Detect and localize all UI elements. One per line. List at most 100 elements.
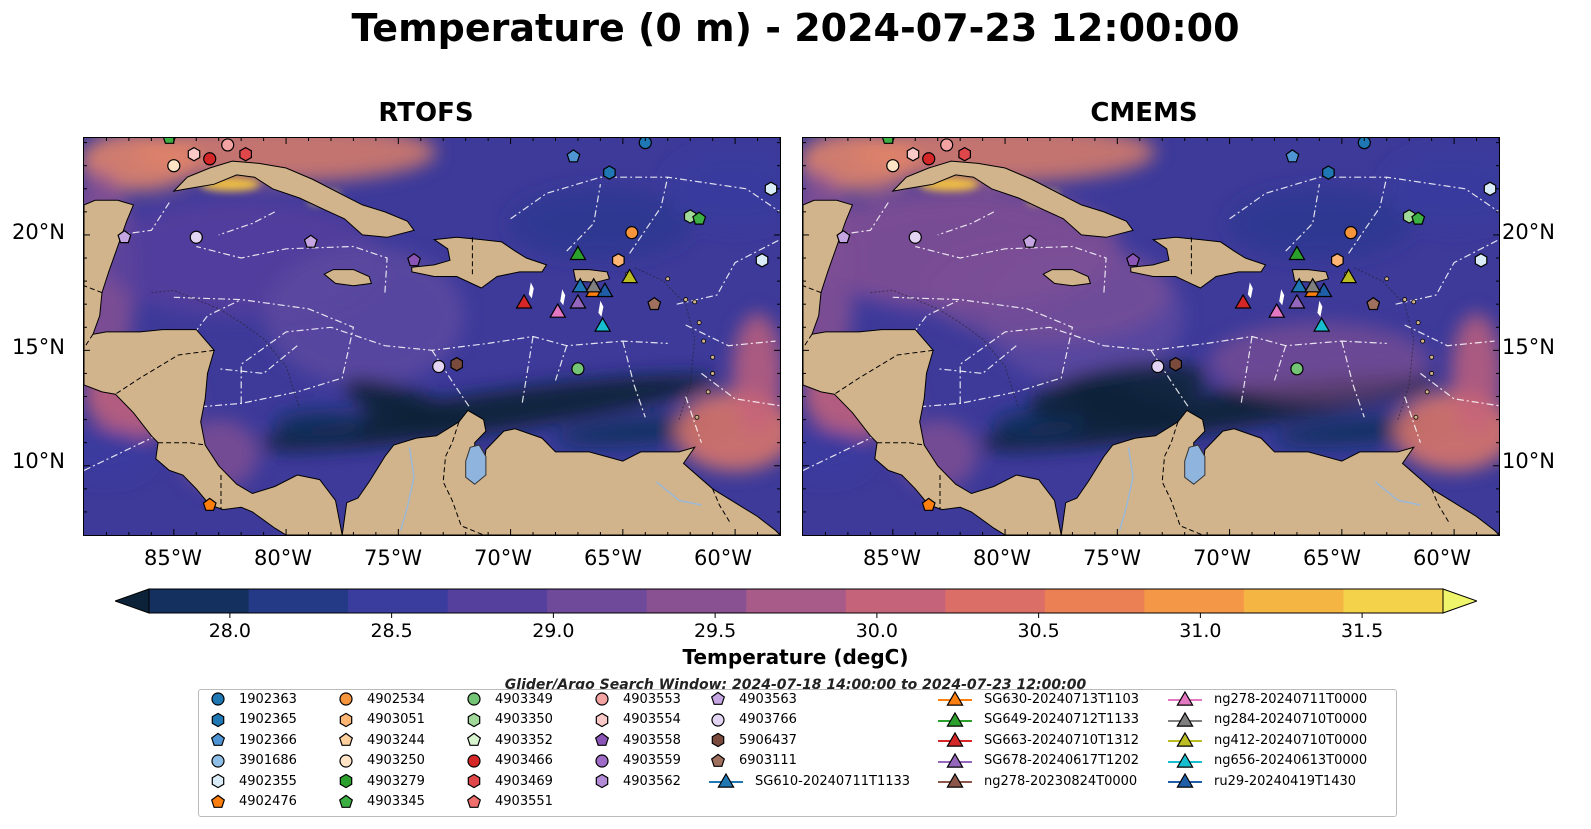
- lon-label-80w-left: 80°W: [254, 546, 312, 570]
- glider-marker: [1288, 245, 1306, 261]
- legend-marker-icon: [467, 712, 481, 728]
- boundary-line: [431, 349, 471, 409]
- argo-float-marker: [683, 209, 697, 224]
- legend-item: ng656-20240613T0000: [1166, 751, 1367, 772]
- boundary-line: [1404, 396, 1421, 443]
- legend-marker-icon: [466, 794, 482, 808]
- lat-label-20n-left: 20°N: [12, 220, 65, 244]
- lat-label-10n-left: 10°N: [12, 449, 65, 473]
- legend-item: 4902476: [207, 792, 297, 813]
- legend-label: 4903244: [367, 732, 425, 748]
- lon-label-65w-right: 65°W: [1303, 546, 1361, 570]
- legend-marker-icon: [1168, 691, 1202, 706]
- argo-float-marker: [638, 138, 652, 150]
- legend-marker-icon: [210, 732, 226, 747]
- glider-marker: [594, 316, 612, 332]
- legend-marker: [339, 773, 353, 789]
- legend-column: ng278-20240711T0000 ng284-20240710T0000 ng…: [1166, 689, 1367, 792]
- boundary-line: [521, 336, 534, 406]
- isobath-line: [1352, 266, 1415, 420]
- argo-float-marker: [1330, 253, 1344, 268]
- legend-label: 4903766: [739, 712, 797, 728]
- legend-item: 1902363: [207, 689, 297, 710]
- legend-label: 4902476: [239, 794, 297, 810]
- legend-marker: [946, 752, 964, 768]
- legend-marker-icon: [338, 732, 354, 747]
- glider-marker: [569, 293, 587, 309]
- legend-marker-icon: [595, 712, 609, 728]
- colorbar-segment: [646, 589, 747, 613]
- legend-label: 4903553: [623, 691, 681, 707]
- glider-track: [1317, 300, 1323, 317]
- legend-item: SG630-20240713T1103: [936, 689, 1139, 710]
- legend-marker: [595, 773, 609, 789]
- land-south-america: [341, 409, 780, 535]
- legend-marker: [339, 692, 353, 706]
- legend-marker-icon: [710, 691, 726, 706]
- legend-item: 1902365: [207, 710, 297, 731]
- island: [694, 414, 700, 420]
- glider-track: [1247, 282, 1253, 299]
- legend-item: 5906437: [707, 730, 910, 751]
- legend-marker: [946, 732, 964, 747]
- legend-item: 4903051: [335, 710, 425, 731]
- colorbar-segment: [1343, 589, 1444, 613]
- legend-item: 4903345: [335, 792, 425, 813]
- argo-float-marker: [611, 253, 625, 268]
- legend-column: 1902363 1902365 1902366 3901686 4902355 49024…: [207, 689, 297, 812]
- legend-item: 4903349: [463, 689, 553, 710]
- legend-item: 4903469: [463, 771, 553, 792]
- legend-marker-icon: [710, 753, 726, 767]
- colorbar-segment: [746, 589, 847, 613]
- legend-label: ru29-20240419T1430: [1214, 773, 1357, 789]
- legend-marker-icon: [467, 773, 481, 789]
- argo-float-marker: [1126, 252, 1141, 267]
- glider-marker: [1339, 268, 1358, 284]
- boundary-line: [218, 211, 276, 236]
- cmems-map: [802, 137, 1500, 536]
- legend-column: SG630-20240713T1103 SG649-20240712T1133 SG…: [936, 689, 1139, 792]
- legend-marker-icon: [210, 794, 226, 808]
- legend-label: SG630-20240713T1103: [984, 691, 1140, 707]
- argo-float-marker: [221, 138, 235, 152]
- argo-float-marker: [571, 362, 585, 376]
- boundary-line: [1240, 336, 1253, 406]
- legend-marker: [338, 732, 354, 747]
- border: [712, 488, 732, 524]
- border: [803, 333, 813, 349]
- border: [84, 285, 103, 294]
- argo-float-marker: [836, 229, 851, 244]
- legend-item: 1902366: [207, 730, 297, 751]
- legend-label: 4903051: [367, 712, 425, 728]
- island: [683, 297, 689, 302]
- legend-label: ng412-20240710T0000: [1214, 732, 1368, 748]
- glider-marker: [585, 277, 603, 293]
- argo-float-marker: [407, 252, 422, 267]
- legend-label: SG610-20240711T1133: [755, 773, 911, 789]
- legend-item: 4903279: [335, 771, 425, 792]
- boundary-line: [629, 177, 669, 254]
- boundary-line: [937, 211, 995, 236]
- glider-track: [528, 282, 534, 299]
- colorbar-segment: [845, 589, 946, 613]
- land-central-america: [803, 199, 1062, 535]
- legend-marker: [211, 773, 225, 789]
- glider-track: [560, 289, 566, 306]
- lon-label-75w-left: 75°W: [364, 546, 422, 570]
- land-puerto-rico: [572, 269, 611, 283]
- argo-float-marker: [647, 296, 662, 311]
- glider-marker: [569, 245, 587, 261]
- legend-marker: [338, 794, 354, 808]
- legend-item: SG649-20240712T1133: [936, 710, 1139, 731]
- legend-label: 4903554: [623, 712, 681, 728]
- colorbar-tick-label: 29.5: [693, 620, 737, 642]
- boundary-line: [554, 345, 568, 381]
- lon-label-80w-right: 80°W: [973, 546, 1031, 570]
- river: [1375, 481, 1421, 506]
- rtofs-map: [83, 137, 781, 536]
- border: [115, 349, 215, 395]
- argo-float-marker: [432, 359, 446, 374]
- glider-marker: [1234, 293, 1252, 309]
- colorbar-tick-label: 30.0: [855, 620, 899, 642]
- legend-item: 4903553: [591, 689, 681, 710]
